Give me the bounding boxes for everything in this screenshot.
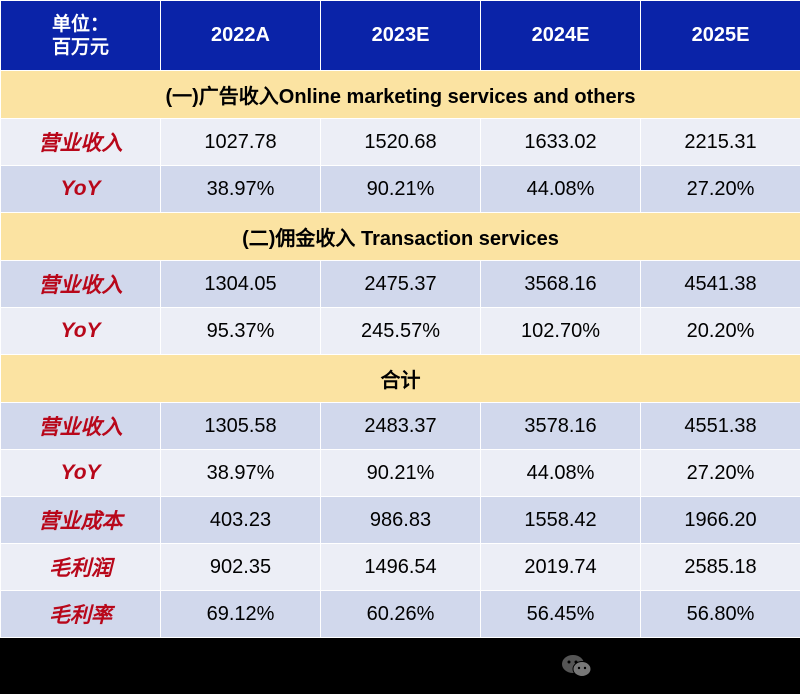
cell-value: 90.21%: [320, 165, 481, 213]
table-row: 营业成本 403.23 986.83 1558.42 1966.20: [0, 496, 800, 544]
cell-value: 4541.38: [640, 260, 800, 308]
section-row: (一)广告收入Online marketing services and oth…: [0, 70, 800, 119]
cell-value: 3578.16: [480, 402, 641, 450]
unit-line-1: 单位：: [51, 13, 109, 35]
cell-value: 20.20%: [640, 307, 800, 355]
table-row: YoY 38.97% 90.21% 44.08% 27.20%: [0, 165, 800, 213]
section-row: (二)佣金收入 Transaction services: [0, 212, 800, 261]
cell-value: 38.97%: [160, 165, 321, 213]
row-label: 营业收入: [0, 118, 161, 166]
table-row: 营业收入 1027.78 1520.68 1633.02 2215.31: [0, 118, 800, 166]
cell-value: 1520.68: [320, 118, 481, 166]
cell-value: 27.20%: [640, 165, 800, 213]
section-title: (一)广告收入Online marketing services and oth…: [0, 70, 800, 119]
table-row: 毛利润 902.35 1496.54 2019.74 2585.18: [0, 543, 800, 591]
cell-value: 102.70%: [480, 307, 641, 355]
row-label: 毛利率: [0, 590, 161, 638]
cell-value: 2483.37: [320, 402, 481, 450]
row-label: 营业成本: [0, 496, 161, 544]
year-header: 2025E: [640, 0, 800, 71]
table-row: YoY 38.97% 90.21% 44.08% 27.20%: [0, 449, 800, 497]
cell-value: 902.35: [160, 543, 321, 591]
cell-value: 403.23: [160, 496, 321, 544]
section-title: 合计: [0, 354, 800, 403]
cell-value: 2585.18: [640, 543, 800, 591]
cell-value: 27.20%: [640, 449, 800, 497]
cell-value: 2475.37: [320, 260, 481, 308]
cell-value: 38.97%: [160, 449, 321, 497]
year-header: 2023E: [320, 0, 481, 71]
cell-value: 1304.05: [160, 260, 321, 308]
cell-value: 56.45%: [480, 590, 641, 638]
unit-line-2: 百万元: [51, 36, 109, 58]
footer-bar: [0, 640, 800, 694]
row-label: YoY: [0, 449, 161, 497]
header-row: 单位： 百万元 2022A 2023E 2024E 2025E: [0, 0, 800, 71]
cell-value: 44.08%: [480, 449, 641, 497]
section-row: 合计: [0, 354, 800, 403]
section-title: (二)佣金收入 Transaction services: [0, 212, 800, 261]
cell-value: 69.12%: [160, 590, 321, 638]
cell-value: 44.08%: [480, 165, 641, 213]
cell-value: 2019.74: [480, 543, 641, 591]
cell-value: 1966.20: [640, 496, 800, 544]
row-label: 营业收入: [0, 260, 161, 308]
cell-value: 245.57%: [320, 307, 481, 355]
row-label: 毛利润: [0, 543, 161, 591]
year-header: 2024E: [480, 0, 641, 71]
table-row: 毛利率 69.12% 60.26% 56.45% 56.80%: [0, 590, 800, 638]
cell-value: 4551.38: [640, 402, 800, 450]
cell-value: 1496.54: [320, 543, 481, 591]
row-label: YoY: [0, 165, 161, 213]
unit-header: 单位： 百万元: [0, 0, 161, 71]
cell-value: 2215.31: [640, 118, 800, 166]
cell-value: 1305.58: [160, 402, 321, 450]
row-label: YoY: [0, 307, 161, 355]
cell-value: 1558.42: [480, 496, 641, 544]
row-label: 营业收入: [0, 402, 161, 450]
table-row: 营业收入 1304.05 2475.37 3568.16 4541.38: [0, 260, 800, 308]
wechat-icon: [562, 655, 592, 677]
cell-value: 1633.02: [480, 118, 641, 166]
cell-value: 56.80%: [640, 590, 800, 638]
table-row: 营业收入 1305.58 2483.37 3578.16 4551.38: [0, 402, 800, 450]
cell-value: 3568.16: [480, 260, 641, 308]
cell-value: 60.26%: [320, 590, 481, 638]
year-header: 2022A: [160, 0, 321, 71]
cell-value: 95.37%: [160, 307, 321, 355]
table-row: YoY 95.37% 245.57% 102.70% 20.20%: [0, 307, 800, 355]
cell-value: 90.21%: [320, 449, 481, 497]
cell-value: 1027.78: [160, 118, 321, 166]
financial-forecast-table: 单位： 百万元 2022A 2023E 2024E 2025E (一)广告收入O…: [0, 0, 800, 638]
cell-value: 986.83: [320, 496, 481, 544]
